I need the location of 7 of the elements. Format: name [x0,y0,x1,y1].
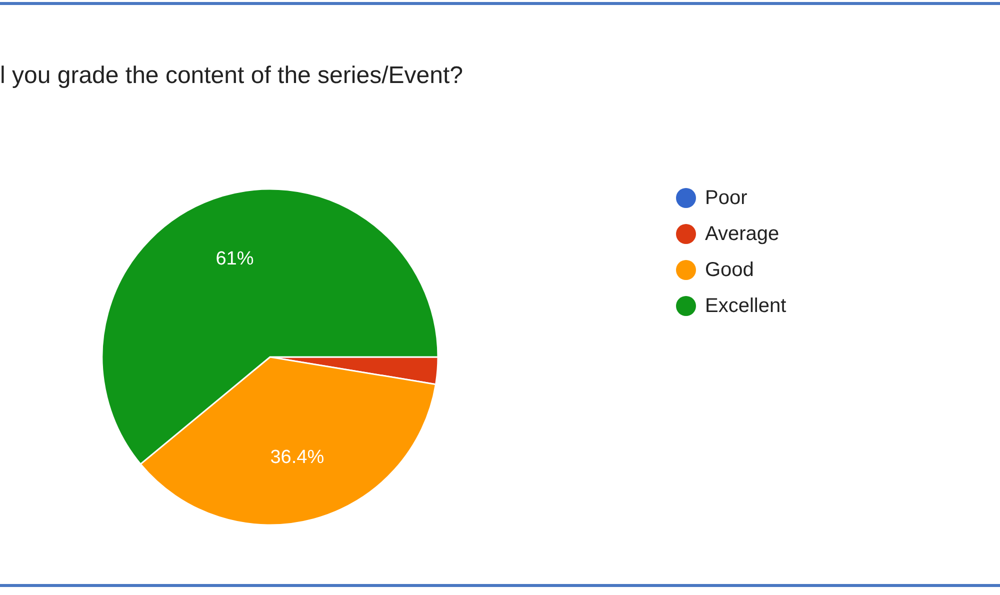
chart-title: l you grade the content of the series/Event? [0,62,463,90]
legend-label: Average [705,222,780,246]
legend-label: Good [705,258,754,282]
legend-label: Excellent [705,294,786,318]
data-label: 61% [216,248,254,270]
data-label: 36.4% [270,447,324,468]
legend-label: Poor [705,186,748,210]
